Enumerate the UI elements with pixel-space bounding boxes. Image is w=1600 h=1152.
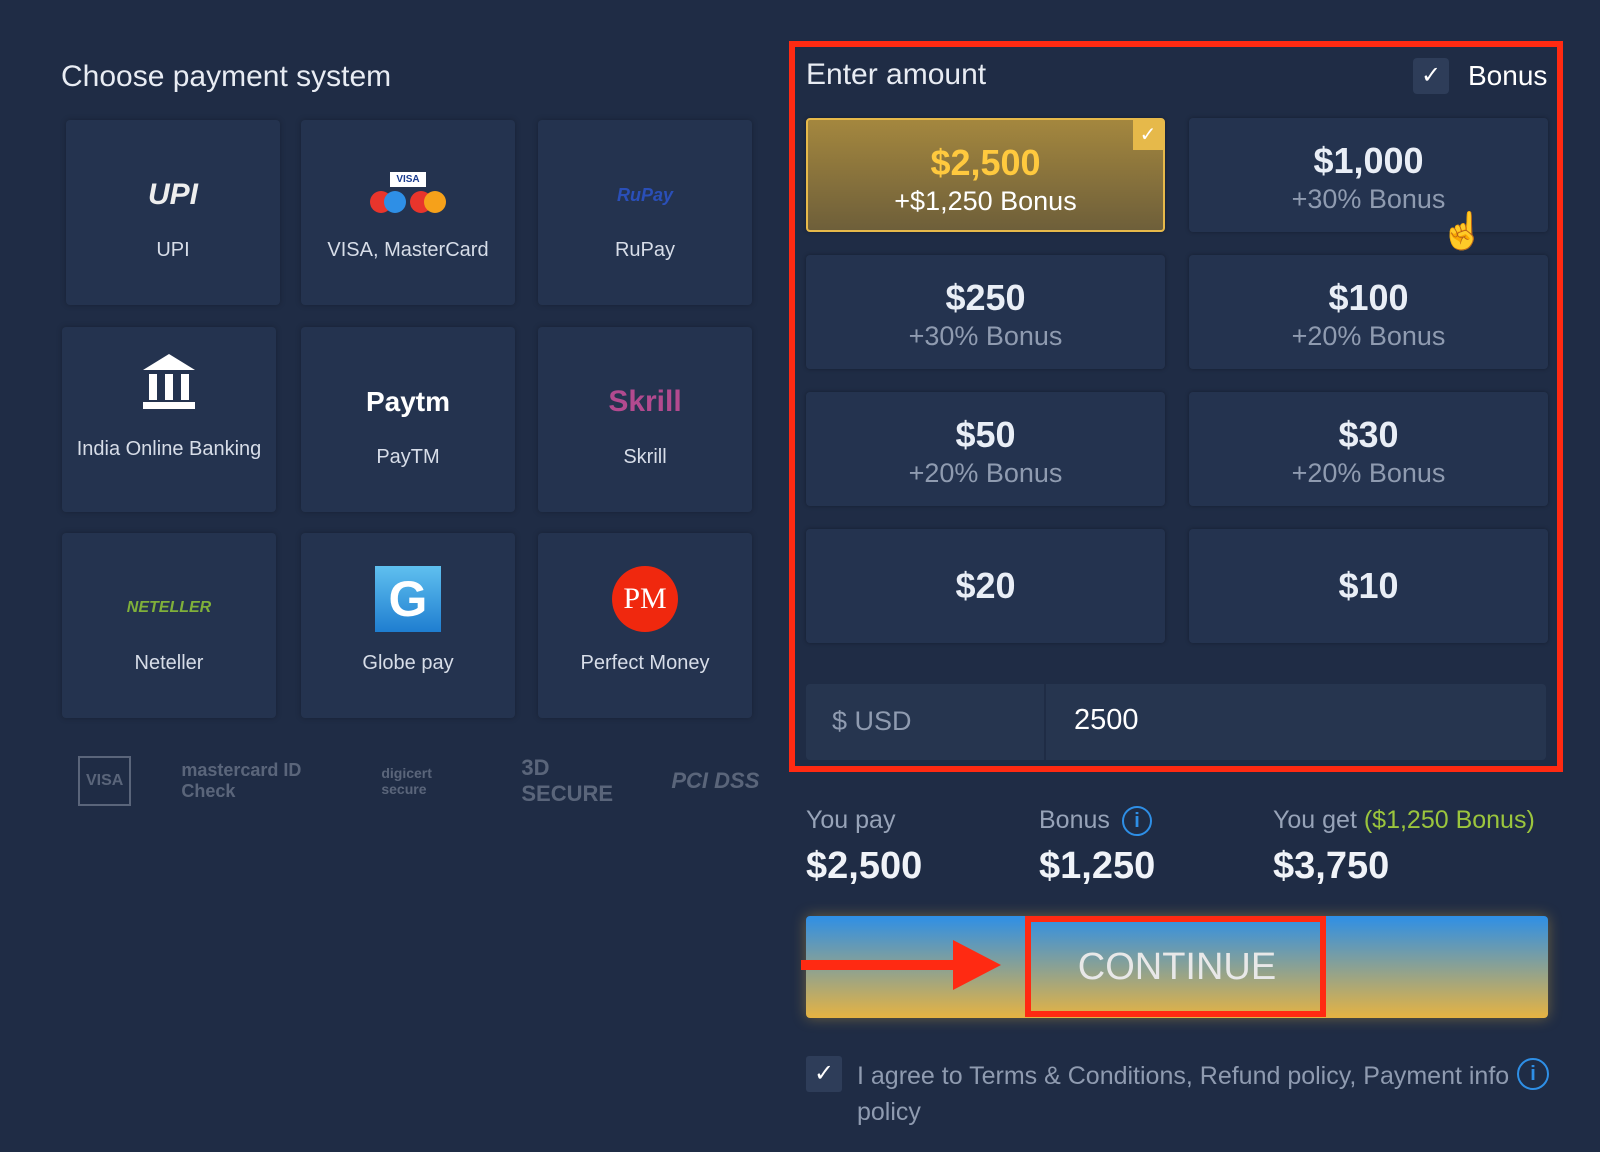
method-label: Perfect Money (580, 652, 710, 674)
3d-secure-seal: 3D SECURE (521, 755, 614, 806)
red-arrow-icon (801, 940, 1003, 995)
security-seals: VISA mastercard ID Check digicert secure… (78, 755, 759, 807)
method-label: Skrill (623, 446, 667, 468)
method-visa-mastercard[interactable]: VISA VISA, MasterCard (301, 120, 515, 305)
amount-option[interactable]: $10 (1189, 529, 1548, 643)
method-label: UPI (156, 239, 190, 261)
you-pay-value: $2,500 (806, 845, 923, 887)
upi-logo: UPI (147, 178, 198, 211)
bonus-summary-label: Bonus (1039, 806, 1110, 834)
amount-option[interactable]: $50 +20% Bonus (806, 392, 1165, 506)
method-upi[interactable]: UPI UPI (66, 120, 280, 305)
perfect-money-logo: PM (538, 566, 752, 632)
skrill-logo: Skrill (608, 385, 682, 418)
cursor-hand-icon: ☝ (1440, 210, 1485, 251)
method-rupay[interactable]: RuPay RuPay (538, 120, 752, 305)
enter-amount-title: Enter amount (806, 58, 987, 91)
continue-highlight-box (1025, 916, 1326, 1017)
bonus-summary-value: $1,250 (1039, 845, 1156, 887)
method-globe-pay[interactable]: G Globe pay (301, 533, 515, 718)
method-label: India Online Banking (76, 438, 262, 460)
agree-text[interactable]: I agree to Terms & Conditions, Refund po… (857, 1062, 1510, 1126)
you-get-label: You get ($1,250 Bonus) (1273, 806, 1535, 834)
digicert-seal: digicert secure (381, 765, 432, 797)
method-label: PayTM (376, 446, 440, 468)
method-india-online-banking[interactable]: India Online Banking (62, 327, 276, 512)
method-paytm[interactable]: Paytm PayTM (301, 327, 515, 512)
paytm-logo: Paytm (365, 386, 451, 417)
amount-option[interactable]: $30 +20% Bonus (1189, 392, 1548, 506)
visa-mastercard-logo: VISA (301, 165, 515, 225)
amount-value: 2500 (1074, 704, 1139, 736)
you-pay-label: You pay (806, 806, 896, 834)
globe-pay-logo: G (301, 566, 515, 632)
highlight-box (789, 41, 1563, 772)
currency-label: $ USD (806, 684, 1046, 760)
amount-option[interactable]: $20 (806, 529, 1165, 643)
bank-icon (62, 352, 276, 412)
amount-option[interactable]: $250 +30% Bonus (806, 255, 1165, 369)
you-get-bonus: ($1,250 Bonus) (1363, 806, 1535, 834)
method-label: Neteller (134, 652, 204, 674)
mastercard-id-check-seal: mastercard ID Check (181, 760, 302, 801)
amount-input[interactable]: $ USD 2500 (806, 684, 1546, 760)
selected-check-icon: ✓ (1133, 120, 1163, 150)
rupay-logo: RuPay (616, 184, 674, 205)
amount-option[interactable]: $1,000 +30% Bonus (1189, 118, 1548, 232)
method-neteller[interactable]: NETELLER Neteller (62, 533, 276, 718)
method-label: RuPay (614, 239, 676, 261)
neteller-logo: NETELLER (126, 599, 212, 616)
pci-dss-seal: PCI DSS (671, 768, 760, 793)
bonus-label: Bonus (1468, 60, 1548, 91)
payment-info-icon[interactable]: i (1517, 1058, 1549, 1090)
method-skrill[interactable]: Skrill Skrill (538, 327, 752, 512)
amount-option[interactable]: $100 +20% Bonus (1189, 255, 1548, 369)
method-label: Globe pay (362, 652, 454, 674)
agree-checkbox[interactable]: ✓ (806, 1056, 842, 1092)
page-title: Choose payment system (61, 60, 392, 93)
you-get-value: $3,750 (1273, 845, 1390, 887)
bonus-info-icon[interactable]: i (1122, 806, 1152, 836)
method-label: VISA, MasterCard (327, 239, 489, 261)
bonus-checkbox[interactable]: ✓ (1413, 58, 1449, 94)
method-perfect-money[interactable]: PM Perfect Money (538, 533, 752, 718)
amount-option[interactable]: $2,500 +$1,250 Bonus ✓ (806, 118, 1165, 232)
visa-seal: VISA (78, 756, 132, 806)
